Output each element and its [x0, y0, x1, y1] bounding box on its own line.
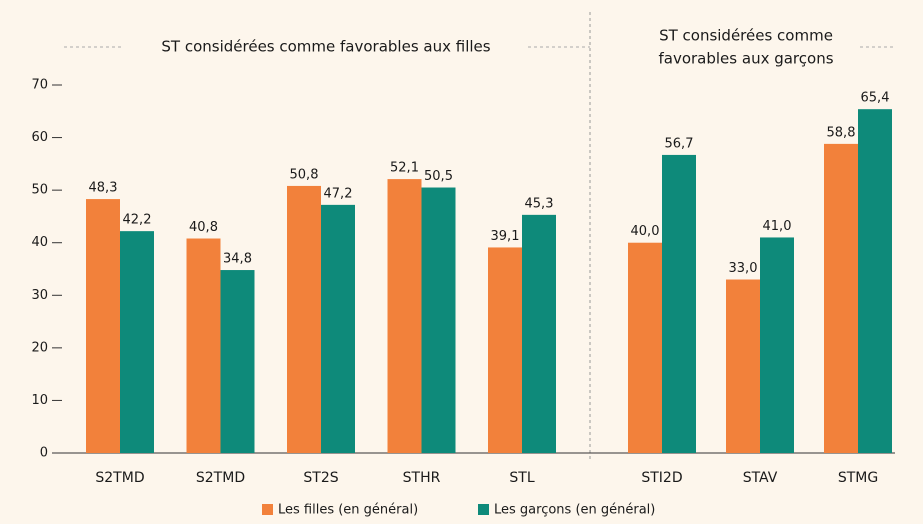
value-label: 34,8 [223, 252, 252, 267]
value-label: 50,5 [424, 169, 453, 184]
value-label: 40,8 [189, 220, 218, 235]
bar [86, 199, 120, 453]
bar [220, 270, 255, 453]
group-heading: favorables aux garçons [658, 50, 833, 68]
y-tick-label: 10 [31, 393, 48, 408]
value-label: 39,1 [491, 229, 520, 244]
bar [488, 247, 522, 453]
bar [321, 204, 355, 453]
value-label: 47,2 [324, 186, 353, 201]
y-tick-label: 20 [31, 340, 48, 355]
bar [628, 242, 662, 453]
y-tick-label: 30 [31, 288, 48, 303]
value-label: 33,0 [729, 261, 758, 276]
y-tick-label: 70 [31, 78, 48, 93]
y-tick-label: 0 [40, 446, 48, 461]
value-label: 65,4 [861, 91, 890, 106]
legend-label: Les garçons (en général) [494, 503, 655, 518]
bar [858, 109, 892, 453]
bar [287, 185, 321, 454]
x-tick-label: STHR [403, 470, 441, 486]
bar [662, 154, 696, 454]
value-label: 40,0 [631, 224, 660, 239]
group-heading: ST considérées comme favorables aux fill… [161, 38, 490, 56]
bar [726, 279, 760, 453]
x-tick-label: S2TMD [196, 470, 245, 486]
bar [120, 231, 154, 453]
y-tick-label: 40 [31, 235, 48, 250]
value-label: 58,8 [827, 125, 856, 140]
value-label: 50,8 [290, 167, 319, 182]
value-label: 45,3 [525, 196, 554, 211]
x-tick-label: STMG [838, 470, 878, 486]
bar [186, 238, 221, 453]
legend-label: Les filles (en général) [278, 503, 418, 518]
group-heading: ST considérées comme [659, 27, 833, 45]
value-label: 56,7 [665, 136, 694, 151]
value-label: 52,1 [390, 161, 419, 176]
value-label: 41,0 [763, 219, 792, 234]
bar [760, 237, 794, 453]
x-tick-label: ST2S [303, 470, 338, 486]
legend-swatch [478, 504, 489, 515]
y-tick-label: 50 [31, 183, 48, 198]
bar [522, 214, 556, 453]
x-tick-label: S2TMD [95, 470, 144, 486]
y-tick-label: 60 [31, 130, 48, 145]
value-label: 42,2 [123, 213, 152, 228]
bar [387, 179, 422, 454]
value-label: 48,3 [89, 181, 118, 196]
bar [421, 187, 456, 453]
legend-swatch [262, 504, 273, 515]
x-tick-label: STL [509, 470, 534, 486]
x-tick-label: STI2D [641, 470, 682, 486]
x-tick-label: STAV [743, 470, 778, 486]
bar [824, 143, 858, 453]
